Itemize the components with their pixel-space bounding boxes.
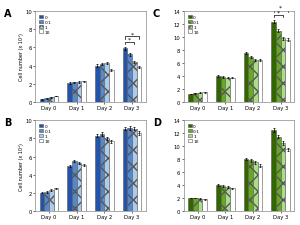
Y-axis label: Cell number (x 10⁵): Cell number (x 10⁵): [19, 142, 23, 190]
Bar: [258, 166, 262, 211]
Bar: [225, 78, 230, 102]
Text: *: *: [128, 37, 131, 42]
Bar: [285, 150, 290, 211]
Text: *: *: [279, 5, 282, 10]
Bar: [137, 133, 141, 211]
Bar: [285, 40, 290, 102]
Bar: [193, 198, 198, 211]
Bar: [77, 83, 81, 102]
Text: *: *: [130, 32, 134, 37]
Bar: [109, 142, 114, 211]
Bar: [198, 199, 202, 211]
Legend: 0, 0.1, 1, 10: 0, 0.1, 1, 10: [38, 15, 52, 35]
Bar: [271, 130, 276, 211]
Bar: [77, 163, 81, 211]
Bar: [72, 83, 77, 102]
Bar: [193, 94, 198, 102]
Bar: [276, 137, 280, 211]
Bar: [132, 63, 137, 102]
Bar: [248, 58, 253, 102]
Bar: [100, 65, 104, 102]
Bar: [72, 161, 77, 211]
Bar: [271, 22, 276, 102]
Bar: [49, 190, 54, 211]
Bar: [220, 78, 225, 102]
Bar: [81, 82, 86, 102]
Bar: [132, 129, 137, 211]
Bar: [230, 78, 235, 102]
Bar: [202, 93, 207, 102]
Bar: [95, 66, 100, 102]
Bar: [54, 189, 58, 211]
Bar: [104, 64, 109, 102]
Bar: [123, 129, 127, 211]
Bar: [104, 139, 109, 211]
Bar: [188, 94, 193, 102]
Bar: [127, 55, 132, 102]
Bar: [225, 187, 230, 211]
Bar: [280, 39, 285, 102]
Text: A: A: [4, 9, 12, 18]
Bar: [253, 163, 258, 211]
Y-axis label: Cell number (x 10⁵): Cell number (x 10⁵): [19, 33, 23, 81]
Bar: [40, 193, 44, 211]
Bar: [216, 76, 220, 102]
Bar: [248, 161, 253, 211]
Bar: [216, 185, 220, 211]
Bar: [67, 166, 72, 211]
Bar: [100, 134, 104, 211]
Bar: [276, 32, 280, 102]
Legend: 0, 0.1, 1, 10: 0, 0.1, 1, 10: [187, 124, 200, 144]
Bar: [280, 143, 285, 211]
Legend: 0, 0.1, 1, 10: 0, 0.1, 1, 10: [187, 15, 200, 35]
Bar: [198, 93, 202, 102]
Legend: 0, 0.1, 1, 10: 0, 0.1, 1, 10: [38, 124, 52, 144]
Bar: [188, 198, 193, 211]
Bar: [123, 49, 127, 102]
Bar: [67, 84, 72, 102]
Bar: [137, 68, 141, 102]
Bar: [244, 54, 248, 102]
Text: C: C: [153, 9, 160, 18]
Bar: [230, 189, 235, 211]
Bar: [253, 61, 258, 102]
Bar: [95, 136, 100, 211]
Bar: [81, 165, 86, 211]
Bar: [49, 98, 54, 102]
Bar: [127, 128, 132, 211]
Text: B: B: [4, 117, 11, 127]
Bar: [109, 70, 114, 102]
Bar: [220, 186, 225, 211]
Bar: [44, 99, 49, 102]
Text: D: D: [153, 117, 161, 127]
Bar: [244, 160, 248, 211]
Bar: [54, 97, 58, 102]
Bar: [40, 100, 44, 102]
Text: *: *: [277, 11, 280, 16]
Bar: [44, 192, 49, 211]
Bar: [202, 199, 207, 211]
Bar: [258, 61, 262, 102]
